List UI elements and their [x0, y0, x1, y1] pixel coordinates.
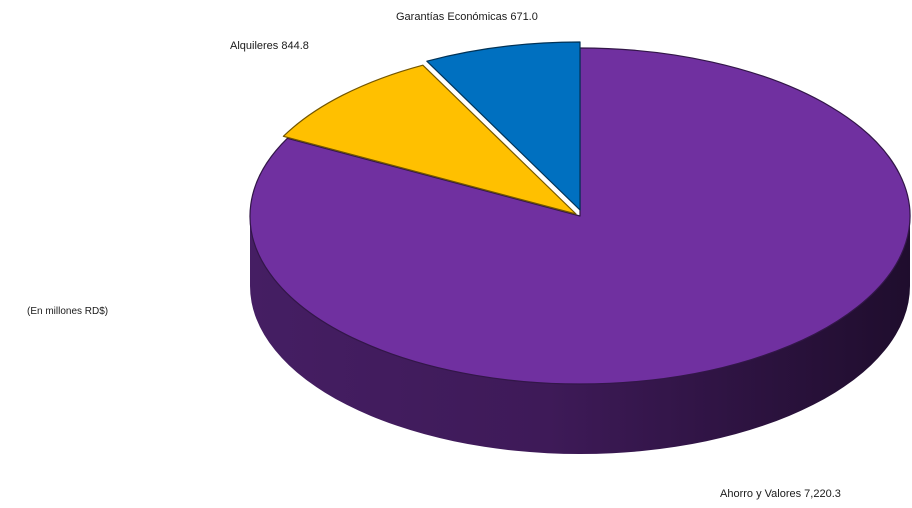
slice-label-alquileres: Alquileres 844.8 [230, 40, 309, 52]
pie-slice-garant-as-econ-micas [426, 41, 581, 211]
pie-slice-alquileres [282, 64, 577, 215]
slice-side-0 [250, 216, 910, 454]
slice-label-ahorro-y-valores: Ahorro y Valores 7,220.3 [720, 488, 841, 500]
unit-note: (En millones RD$) [27, 306, 109, 317]
slice-label-garant-as-econ-micas: Garantías Económicas 671.0 [396, 11, 538, 23]
pie-slice-ahorro-y-valores [249, 47, 911, 385]
